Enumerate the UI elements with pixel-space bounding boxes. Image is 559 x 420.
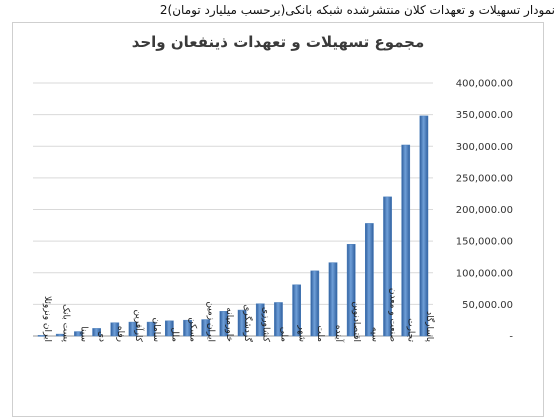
x-category-label: کشاورزی	[260, 307, 270, 343]
x-category-label: ملی	[278, 327, 288, 342]
bar	[237, 309, 247, 337]
y-tick-label: -	[509, 332, 513, 343]
x-category-label: آینده	[333, 325, 345, 343]
y-tick-label: 300,000.00	[456, 142, 513, 153]
bar	[37, 335, 47, 337]
y-tick-label: 100,000.00	[456, 268, 513, 279]
bar-chart: - 50,000.00 100,000.00 150,000.00 200,000.00…	[33, 79, 513, 343]
bar	[346, 244, 356, 337]
bar	[110, 322, 120, 337]
bar	[146, 321, 156, 337]
y-tick-label: 400,000.00	[456, 79, 513, 90]
x-category-label: ایران زمین	[206, 301, 216, 342]
bar	[365, 223, 374, 337]
x-category-label: تجارت	[406, 318, 416, 342]
y-tick-label: 50,000.00	[462, 300, 513, 311]
chart-title: مجموع تسهیلات و تعهدات ذینفعان واحد	[131, 33, 425, 51]
x-category-label: پاسارگاد	[424, 311, 436, 342]
chart-area: مجموع تسهیلات و تعهدات ذینفعان واحد - 50,…	[12, 22, 544, 417]
x-category-label: شهر	[297, 324, 307, 342]
bar	[201, 319, 211, 337]
bar	[183, 319, 192, 337]
bar	[274, 302, 283, 337]
x-category-label: سینا	[78, 326, 88, 342]
y-tick-label: 150,000.00	[456, 237, 513, 248]
bar	[328, 262, 338, 337]
bar	[219, 311, 229, 337]
bar	[401, 144, 411, 337]
x-category-label: رفاه	[115, 326, 125, 342]
bar	[419, 115, 429, 337]
x-category-label: ملت	[315, 325, 325, 342]
bar	[383, 196, 392, 337]
bar	[92, 328, 101, 337]
bar	[310, 270, 320, 337]
figure-caption: نمودار تسهیلات و تعهدات کلان منتشرشده شب…	[159, 3, 555, 17]
y-tick-label: 250,000.00	[456, 173, 513, 184]
x-category-label: ایران ونزوئلا	[42, 296, 52, 342]
x-category-label: پست بانک	[60, 304, 70, 343]
x-category-label: ملل	[169, 327, 179, 342]
x-category-label: گردشگری	[242, 304, 254, 342]
bar	[165, 320, 174, 337]
x-category-label: دی	[97, 331, 107, 342]
bar	[255, 303, 265, 337]
x-category-label: سامان	[151, 318, 161, 342]
x-category-label: سپه	[369, 327, 379, 342]
bar	[292, 284, 301, 337]
y-tick-label: 200,000.00	[456, 205, 513, 216]
bar	[74, 331, 83, 337]
x-category-label: مسکن	[188, 317, 198, 342]
y-tick-label: 350,000.00	[456, 110, 513, 121]
bar	[55, 333, 65, 337]
bar	[128, 321, 138, 337]
x-category-label: کارآفرین	[133, 310, 145, 343]
x-category-label: خاورمیانه	[224, 307, 234, 342]
x-category-label: صنعت و معدن	[388, 288, 398, 342]
x-category-label: اقتصادنوین	[351, 301, 361, 342]
